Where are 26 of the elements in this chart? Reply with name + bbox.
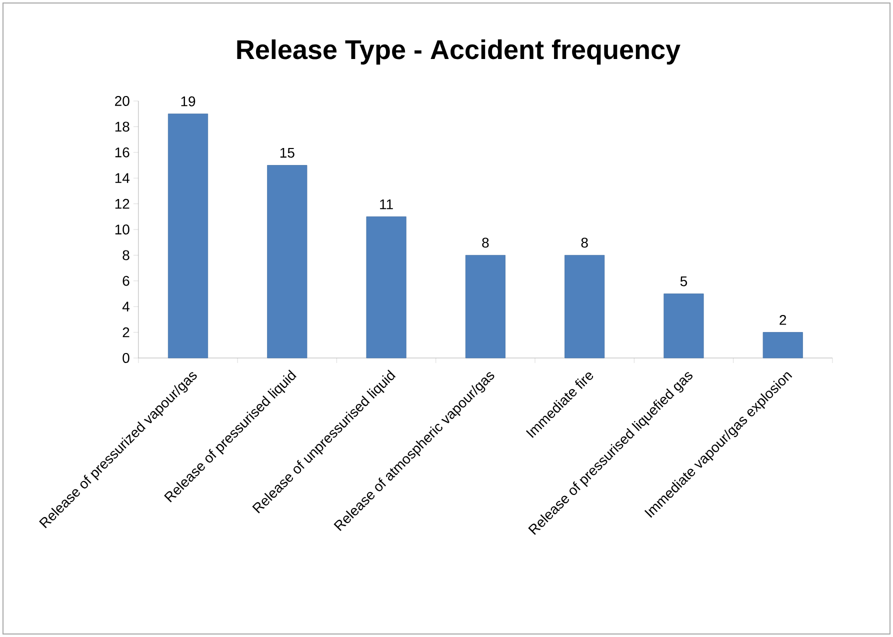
data-label: 11 [380,199,393,210]
bar [168,114,208,358]
y-tick-label: 6 [122,276,130,286]
y-tick-label: 0 [122,353,130,363]
data-label: 5 [680,276,688,286]
bar [366,216,406,358]
data-label: 19 [181,96,196,106]
y-tick-label: 20 [115,96,130,106]
data-label: 15 [280,148,294,158]
data-label: 2 [780,314,786,325]
bar [267,165,308,358]
bar [664,294,704,358]
data-label: 8 [482,238,489,248]
y-tick-label: 16 [115,147,130,158]
bar [564,255,605,358]
data-label: 8 [581,238,588,248]
y-tick-label: 4 [122,302,130,312]
chart-title: Release Type - Accident frequency [237,39,680,65]
bar [762,332,803,358]
y-tick-label: 8 [122,250,130,260]
bar [465,255,506,358]
y-tick-label: 2 [122,327,130,338]
y-tick-label: 12 [115,198,130,209]
y-tick-label: 10 [115,224,130,234]
y-tick-label: 18 [115,122,130,132]
y-tick-label: 14 [115,173,130,183]
